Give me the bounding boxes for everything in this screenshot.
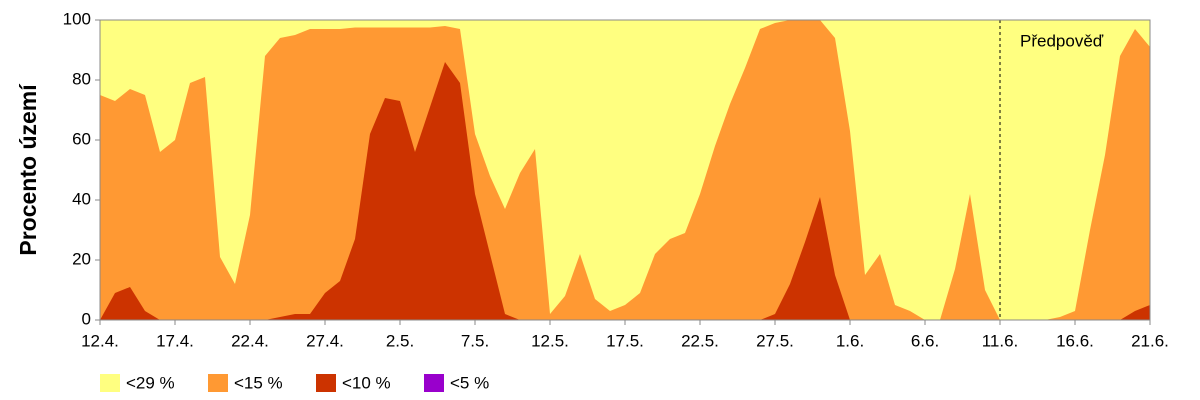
legend-label: <15 % [234, 373, 283, 392]
legend-label: <5 % [450, 373, 489, 392]
y-tick-label: 100 [63, 9, 91, 28]
annotation: Předpověď [1020, 31, 1104, 50]
x-tick-label: 12.4. [81, 331, 119, 350]
x-tick-label: 22.5. [681, 331, 719, 350]
x-tick-label: 17.5. [606, 331, 644, 350]
y-tick-label: 60 [72, 129, 91, 148]
x-tick-label: 22.4. [231, 331, 269, 350]
x-tick-label: 27.4. [306, 331, 344, 350]
x-tick-label: 7.5. [461, 331, 489, 350]
y-tick-label: 40 [72, 189, 91, 208]
legend-swatch [424, 374, 444, 392]
area [100, 62, 1150, 320]
legend-swatch [316, 374, 336, 392]
x-tick-label: 11.6. [982, 331, 1019, 350]
y-tick-label: 20 [72, 249, 91, 268]
legend-label: <10 % [342, 373, 391, 392]
y-tick-label: 80 [72, 69, 91, 88]
y-tick-label: 0 [82, 309, 91, 328]
x-tick-label: 21.6. [1131, 331, 1169, 350]
x-tick-label: 12.5. [531, 331, 569, 350]
y-axis-label: Procento území [15, 83, 41, 256]
x-tick-label: 27.5. [756, 331, 794, 350]
x-tick-label: 1.6. [836, 331, 864, 350]
x-tick-label: 17.4. [156, 331, 194, 350]
legend-swatch [100, 374, 120, 392]
x-tick-label: 16.6. [1056, 331, 1094, 350]
x-tick-label: 6.6. [911, 331, 939, 350]
legend-label: <29 % [126, 373, 175, 392]
legend-swatch [208, 374, 228, 392]
x-tick-label: 2.5. [386, 331, 414, 350]
